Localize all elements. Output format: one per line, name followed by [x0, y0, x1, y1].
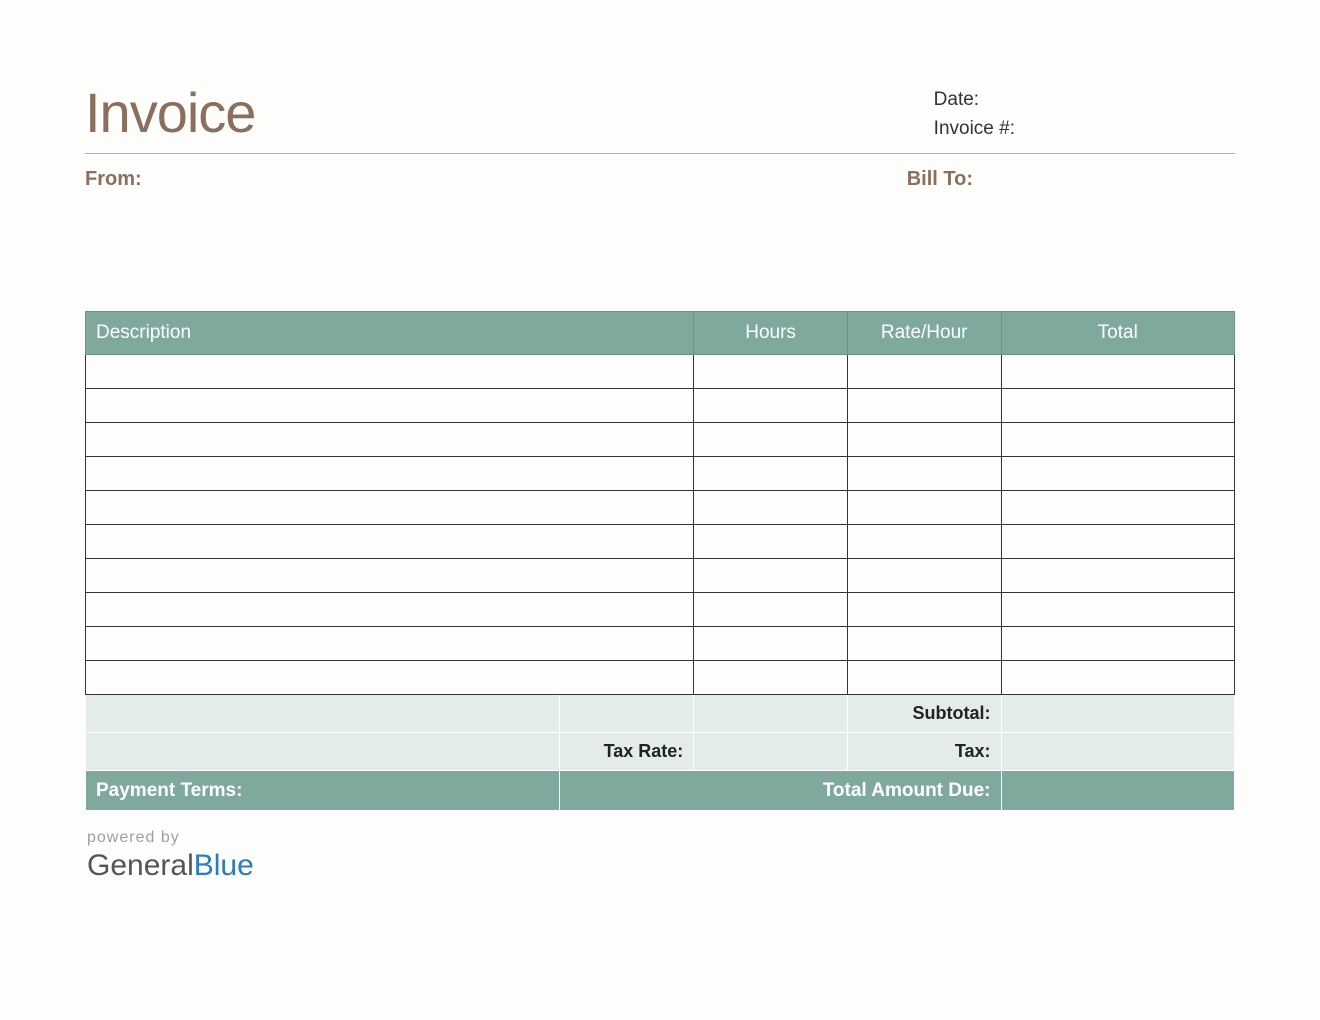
- cell-rate[interactable]: [847, 355, 1001, 389]
- tax-row: Tax Rate: Tax:: [86, 733, 1235, 771]
- payment-terms-label: Payment Terms:: [86, 771, 560, 811]
- header: Invoice Date: Invoice #:: [85, 80, 1235, 154]
- subtotal-value[interactable]: [1001, 695, 1235, 733]
- table-row: [86, 457, 1235, 491]
- from-label: From:: [85, 168, 142, 191]
- col-header-rate: Rate/Hour: [847, 312, 1001, 355]
- cell-hours[interactable]: [694, 491, 848, 525]
- table-row: [86, 559, 1235, 593]
- cell-total[interactable]: [1001, 525, 1235, 559]
- cell-description[interactable]: [86, 661, 694, 695]
- cell-hours[interactable]: [694, 593, 848, 627]
- table-row: [86, 355, 1235, 389]
- table-row: [86, 593, 1235, 627]
- tax-value[interactable]: [1001, 733, 1235, 771]
- total-due-value[interactable]: [1001, 771, 1235, 811]
- cell-total[interactable]: [1001, 389, 1235, 423]
- tax-rate-value[interactable]: [694, 733, 848, 771]
- cell-rate[interactable]: [847, 593, 1001, 627]
- cell-hours[interactable]: [694, 423, 848, 457]
- cell-rate[interactable]: [847, 491, 1001, 525]
- subtotal-spacer-3: [694, 695, 848, 733]
- bill-to-label: Bill To:: [907, 168, 973, 191]
- cell-hours[interactable]: [694, 627, 848, 661]
- invoice-title: Invoice: [85, 80, 255, 145]
- total-due-label: Total Amount Due:: [560, 771, 1001, 811]
- cell-total[interactable]: [1001, 491, 1235, 525]
- total-row: Payment Terms: Total Amount Due:: [86, 771, 1235, 811]
- cell-total[interactable]: [1001, 593, 1235, 627]
- brand-logo: GeneralBlue: [87, 849, 1235, 883]
- table-row: [86, 491, 1235, 525]
- cell-description[interactable]: [86, 627, 694, 661]
- cell-total[interactable]: [1001, 661, 1235, 695]
- table-header-row: Description Hours Rate/Hour Total: [86, 312, 1235, 355]
- brand-part-general: General: [87, 849, 194, 882]
- cell-rate[interactable]: [847, 627, 1001, 661]
- cell-hours[interactable]: [694, 457, 848, 491]
- cell-total[interactable]: [1001, 627, 1235, 661]
- table-row: [86, 423, 1235, 457]
- cell-description[interactable]: [86, 423, 694, 457]
- cell-hours[interactable]: [694, 525, 848, 559]
- meta-block: Date: Invoice #:: [934, 80, 1235, 143]
- col-header-description: Description: [86, 312, 694, 355]
- cell-total[interactable]: [1001, 355, 1235, 389]
- cell-rate[interactable]: [847, 423, 1001, 457]
- table-row: [86, 661, 1235, 695]
- table-row: [86, 525, 1235, 559]
- brand-part-blue: Blue: [194, 849, 254, 882]
- cell-hours[interactable]: [694, 661, 848, 695]
- cell-description[interactable]: [86, 525, 694, 559]
- parties-row: From: Bill To:: [85, 168, 1235, 191]
- table-row: [86, 627, 1235, 661]
- table-row: [86, 389, 1235, 423]
- cell-rate[interactable]: [847, 457, 1001, 491]
- cell-rate[interactable]: [847, 661, 1001, 695]
- cell-total[interactable]: [1001, 457, 1235, 491]
- tax-rate-label: Tax Rate:: [560, 733, 694, 771]
- cell-rate[interactable]: [847, 559, 1001, 593]
- cell-rate[interactable]: [847, 525, 1001, 559]
- footer: powered by GeneralBlue: [85, 829, 1235, 883]
- invoice-number-label: Invoice #:: [934, 115, 1015, 144]
- subtotal-spacer-1: [86, 695, 560, 733]
- cell-description[interactable]: [86, 457, 694, 491]
- col-header-total: Total: [1001, 312, 1235, 355]
- cell-hours[interactable]: [694, 559, 848, 593]
- subtotal-spacer-2: [560, 695, 694, 733]
- cell-total[interactable]: [1001, 423, 1235, 457]
- subtotal-row: Subtotal:: [86, 695, 1235, 733]
- cell-description[interactable]: [86, 559, 694, 593]
- tax-label: Tax:: [847, 733, 1001, 771]
- cell-description[interactable]: [86, 389, 694, 423]
- date-label: Date:: [934, 86, 1015, 115]
- cell-description[interactable]: [86, 491, 694, 525]
- cell-description[interactable]: [86, 355, 694, 389]
- cell-total[interactable]: [1001, 559, 1235, 593]
- cell-description[interactable]: [86, 593, 694, 627]
- col-header-hours: Hours: [694, 312, 848, 355]
- cell-hours[interactable]: [694, 355, 848, 389]
- table-body: Subtotal: Tax Rate: Tax: Payment Terms: …: [86, 355, 1235, 811]
- cell-hours[interactable]: [694, 389, 848, 423]
- subtotal-label: Subtotal:: [847, 695, 1001, 733]
- tax-spacer-1: [86, 733, 560, 771]
- invoice-table: Description Hours Rate/Hour Total Subtot…: [85, 311, 1235, 811]
- cell-rate[interactable]: [847, 389, 1001, 423]
- powered-by-text: powered by: [87, 829, 1235, 847]
